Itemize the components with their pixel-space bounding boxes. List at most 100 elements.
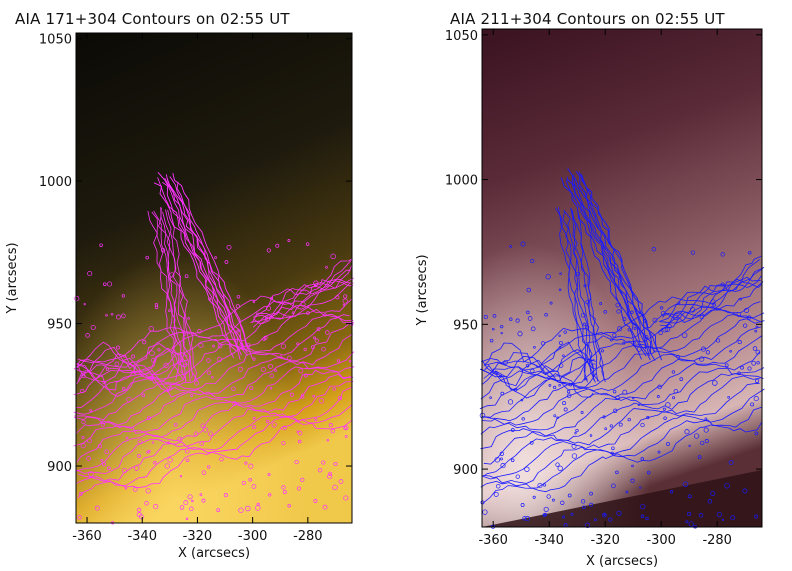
contour-line <box>77 269 351 364</box>
contour-speck <box>753 396 759 402</box>
contour-speck <box>194 380 199 386</box>
contour-speck <box>658 330 663 336</box>
contour-line <box>153 210 187 382</box>
contour-line <box>78 352 188 381</box>
contour-speck <box>102 462 107 467</box>
contour-line <box>659 276 761 333</box>
contour-speck <box>217 343 223 349</box>
contour-speck <box>638 311 641 314</box>
contour-speck <box>348 359 352 363</box>
contour-speck <box>537 482 543 489</box>
contour-speck <box>326 438 330 442</box>
contour-speck <box>151 441 155 444</box>
contour-speck <box>543 512 548 517</box>
contour-speck <box>157 348 161 352</box>
contour-speck <box>613 408 618 413</box>
contour-speck <box>756 361 760 365</box>
contour-line <box>252 278 354 328</box>
contour-speck <box>100 422 105 427</box>
y-tick-label: 1000 <box>445 174 478 189</box>
contour-speck <box>314 338 319 343</box>
contour-speck <box>703 427 709 433</box>
contour-speck <box>507 399 514 405</box>
contour-speck <box>643 318 647 323</box>
contour-speck <box>314 418 318 422</box>
x-tick-label: -320 <box>183 529 213 544</box>
contour-line <box>250 258 353 323</box>
contour-speck <box>83 302 86 306</box>
contour-speck <box>236 329 240 333</box>
contour-speck <box>248 463 254 469</box>
contour-speck <box>525 516 530 521</box>
contour-speck <box>279 355 283 359</box>
contour-line <box>555 207 586 381</box>
contour-speck <box>529 440 534 445</box>
contour-speck <box>167 441 171 444</box>
plot-area: -360 -340 -320 -300 -280 1050 1000 950 900 X (ar… <box>415 28 765 569</box>
contour-speck <box>755 378 760 383</box>
contour-speck <box>615 470 619 475</box>
contour-speck <box>148 375 154 381</box>
contour-line <box>484 341 594 370</box>
contour-speck <box>183 500 189 506</box>
contour-speck <box>688 521 694 527</box>
contour-speck <box>742 488 748 494</box>
contour-line <box>567 179 651 361</box>
contour-speck <box>311 345 315 349</box>
contour-speck <box>499 451 504 456</box>
contour-speck <box>549 301 553 305</box>
contour-speck <box>530 326 536 332</box>
contour-speck <box>520 398 524 402</box>
contour-speck <box>612 333 617 338</box>
contour-line <box>158 207 187 383</box>
contour-speck <box>107 466 111 471</box>
contour-speck <box>570 512 574 516</box>
contour-speck <box>752 346 758 351</box>
contour-speck <box>740 365 744 370</box>
contour-speck <box>601 512 607 518</box>
contour-speck <box>183 332 187 336</box>
plot-area: -360 -340 -320 -300 -280 1050 1000 950 900 X (ar… <box>5 32 355 561</box>
contour-speck <box>631 396 635 400</box>
contour-speck <box>627 327 632 332</box>
contour-speck <box>294 459 299 465</box>
contour-speck <box>615 395 620 401</box>
contour-speck <box>144 501 149 506</box>
contour-speck <box>154 303 159 307</box>
contour-speck <box>672 396 676 400</box>
contour-line <box>484 375 761 477</box>
contour-speck <box>317 467 323 473</box>
contour-speck <box>193 431 199 437</box>
contour-speck <box>494 456 501 463</box>
contour-speck <box>616 309 621 314</box>
contour-speck <box>552 385 557 390</box>
contour-speck <box>132 487 138 492</box>
contour-speck <box>180 370 183 373</box>
contour-line <box>167 209 198 381</box>
contour-speck <box>697 455 702 459</box>
contour-speck <box>252 417 256 420</box>
contour-speck <box>260 366 266 373</box>
contour-speck <box>558 384 561 387</box>
contour-speck <box>630 478 635 483</box>
contour-speck <box>200 423 205 429</box>
contour-line <box>560 177 643 360</box>
contour-speck <box>305 242 310 246</box>
contour-speck <box>646 470 651 475</box>
contour-line <box>573 174 650 357</box>
contour-speck <box>515 318 520 323</box>
contour-speck <box>266 305 272 311</box>
contour-speck <box>589 502 594 507</box>
contour-speck <box>500 324 504 329</box>
x-axis-title: X (arcsecs) <box>178 546 250 561</box>
contour-speck <box>177 436 183 442</box>
contour-speck <box>652 317 658 323</box>
y-tick-label: 1000 <box>39 175 72 190</box>
contour-speck <box>268 363 273 369</box>
contour-speck <box>105 313 108 317</box>
contour-speck <box>342 298 348 304</box>
contour-speck <box>599 302 603 306</box>
contour-line <box>480 406 763 489</box>
contour-speck <box>115 314 121 320</box>
contour-line <box>165 174 244 349</box>
